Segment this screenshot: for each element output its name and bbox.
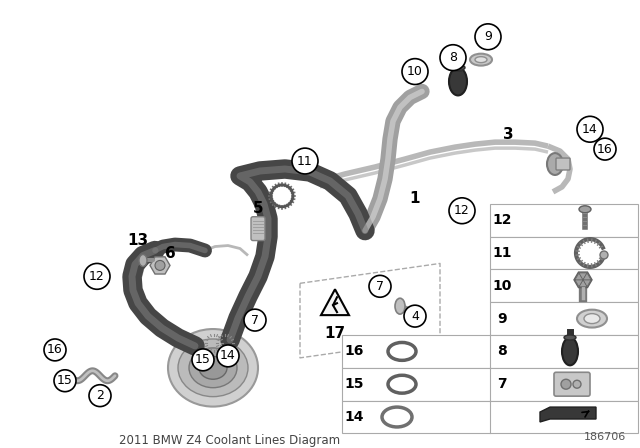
FancyBboxPatch shape	[342, 401, 638, 433]
Text: 4: 4	[411, 310, 419, 323]
Text: 6: 6	[164, 246, 175, 261]
Text: 2011 BMW Z4 Coolant Lines Diagram: 2011 BMW Z4 Coolant Lines Diagram	[120, 434, 340, 447]
Ellipse shape	[475, 56, 487, 63]
Text: 3: 3	[502, 127, 513, 142]
Ellipse shape	[393, 379, 411, 389]
Circle shape	[577, 116, 603, 142]
Text: 2: 2	[96, 389, 104, 402]
Circle shape	[475, 24, 501, 50]
Circle shape	[573, 380, 581, 388]
Circle shape	[54, 370, 76, 392]
Text: 14: 14	[344, 410, 364, 424]
Text: 15: 15	[195, 353, 211, 366]
Ellipse shape	[388, 342, 416, 360]
Text: 10: 10	[492, 279, 512, 293]
Ellipse shape	[470, 54, 492, 65]
Text: 1: 1	[410, 191, 420, 207]
Text: 17: 17	[324, 326, 346, 340]
Circle shape	[84, 263, 110, 289]
FancyBboxPatch shape	[342, 335, 638, 368]
Circle shape	[600, 251, 608, 259]
Polygon shape	[540, 407, 596, 422]
FancyBboxPatch shape	[554, 372, 590, 396]
Ellipse shape	[577, 310, 607, 327]
Text: 15: 15	[57, 374, 73, 387]
Ellipse shape	[579, 206, 591, 213]
Ellipse shape	[547, 153, 563, 175]
FancyBboxPatch shape	[490, 302, 638, 335]
Polygon shape	[150, 257, 170, 274]
Text: 13: 13	[127, 233, 148, 248]
Circle shape	[594, 138, 616, 160]
Circle shape	[561, 379, 571, 389]
Circle shape	[44, 339, 66, 361]
Polygon shape	[574, 272, 592, 288]
Polygon shape	[575, 273, 583, 280]
Polygon shape	[579, 273, 587, 280]
Text: 7: 7	[251, 314, 259, 327]
Text: 16: 16	[344, 345, 364, 358]
Circle shape	[449, 198, 475, 224]
Circle shape	[292, 148, 318, 174]
Text: 12: 12	[89, 270, 105, 283]
Circle shape	[440, 45, 466, 71]
Circle shape	[244, 309, 266, 331]
Ellipse shape	[562, 337, 578, 365]
Text: 12: 12	[492, 213, 512, 227]
FancyBboxPatch shape	[251, 217, 265, 241]
Circle shape	[192, 349, 214, 371]
Text: 11: 11	[492, 246, 512, 260]
Ellipse shape	[388, 375, 416, 393]
Text: 12: 12	[454, 204, 470, 217]
Ellipse shape	[382, 407, 412, 427]
Ellipse shape	[451, 65, 465, 71]
Text: 5: 5	[253, 201, 263, 216]
Text: 186706: 186706	[584, 432, 626, 442]
Circle shape	[404, 305, 426, 327]
FancyBboxPatch shape	[490, 237, 638, 269]
Ellipse shape	[189, 348, 237, 388]
Text: 15: 15	[344, 377, 364, 391]
Ellipse shape	[168, 329, 258, 407]
Polygon shape	[575, 280, 583, 287]
Text: 7: 7	[497, 377, 507, 391]
FancyBboxPatch shape	[556, 158, 570, 170]
Circle shape	[402, 59, 428, 85]
Ellipse shape	[139, 254, 147, 267]
Ellipse shape	[564, 335, 576, 340]
Circle shape	[217, 345, 239, 367]
Ellipse shape	[199, 356, 227, 379]
FancyBboxPatch shape	[490, 269, 638, 302]
Text: 9: 9	[484, 30, 492, 43]
Circle shape	[155, 260, 165, 271]
FancyBboxPatch shape	[490, 204, 638, 237]
Polygon shape	[321, 289, 349, 315]
Ellipse shape	[387, 411, 406, 423]
Text: 14: 14	[582, 123, 598, 136]
Ellipse shape	[393, 346, 411, 356]
Circle shape	[369, 276, 391, 297]
Polygon shape	[579, 280, 587, 287]
Text: 16: 16	[47, 344, 63, 357]
Circle shape	[89, 385, 111, 407]
Text: 14: 14	[220, 349, 236, 362]
Ellipse shape	[449, 68, 467, 95]
FancyBboxPatch shape	[342, 368, 638, 401]
Text: 11: 11	[297, 155, 313, 168]
Text: 7: 7	[376, 280, 384, 293]
Ellipse shape	[395, 298, 405, 314]
Polygon shape	[583, 273, 591, 280]
Text: 8: 8	[497, 345, 507, 358]
Ellipse shape	[178, 339, 248, 396]
Text: 16: 16	[597, 142, 613, 155]
Text: 10: 10	[407, 65, 423, 78]
Text: 9: 9	[497, 312, 507, 326]
Ellipse shape	[584, 314, 600, 323]
Polygon shape	[583, 280, 591, 287]
Text: 8: 8	[449, 51, 457, 64]
